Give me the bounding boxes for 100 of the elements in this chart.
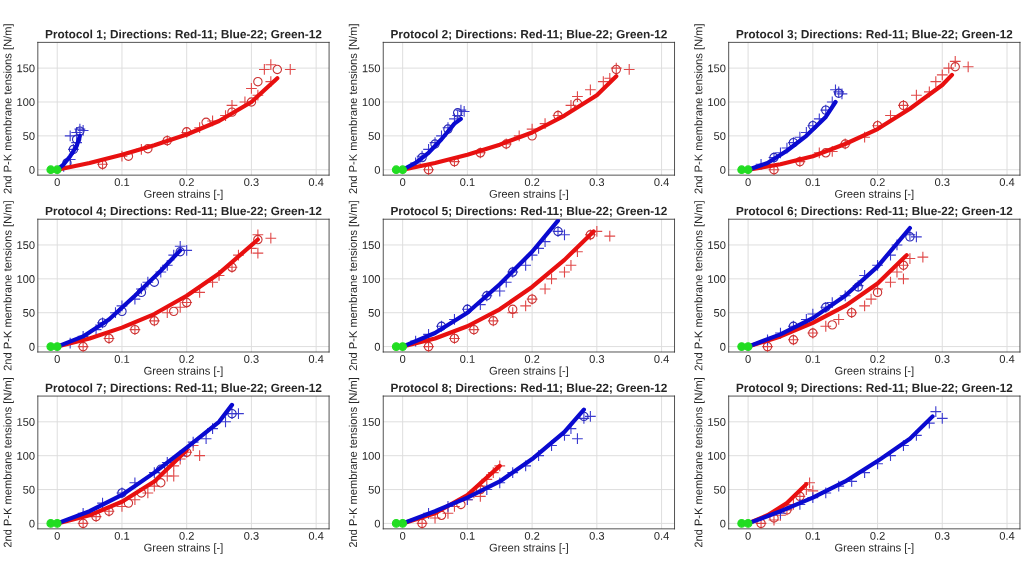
y-tick-label: 100 [708, 275, 726, 283]
y-tick-label: 100 [708, 451, 726, 460]
x-tick-label: 0 [745, 531, 751, 540]
x-tick-label: 0.4 [999, 531, 1015, 540]
y-tick-label: 0 [720, 519, 726, 528]
y-axis-title: 2nd P-K membrane tensions [N/m] [694, 201, 705, 371]
x-tick-label: 0.4 [308, 355, 324, 363]
x-tick-label: 0.3 [589, 355, 605, 363]
y-tick-label: 50 [23, 132, 35, 140]
x-tick-label: 0.1 [114, 178, 130, 187]
x-tick-label: 0.2 [870, 355, 885, 363]
y-tick-label: 50 [368, 132, 381, 140]
y-tick-label: 100 [362, 451, 381, 460]
x-axis-title: Green strains [-] [144, 366, 223, 377]
x-tick-label: 0 [400, 531, 406, 540]
y-tick-label: 0 [374, 166, 381, 174]
x-tick-label: 0.3 [935, 178, 950, 187]
x-tick-label: 0.1 [805, 355, 821, 363]
y-axis-title: 2nd P-K membrane tensions [N/m] [3, 378, 14, 548]
y-tick-label: 0 [720, 166, 726, 174]
x-axis-title: Green strains [-] [489, 543, 568, 554]
x-axis-title: Green strains [-] [835, 543, 914, 554]
y-tick-label: 150 [362, 241, 381, 250]
x-tick-label: 0.4 [654, 355, 669, 363]
y-tick-label: 100 [17, 451, 35, 460]
chart-title: Protocol 7; Directions: Red-11; Blue-22; Green-12 [45, 383, 322, 394]
x-tick-label: 0 [54, 355, 60, 363]
y-tick-label: 150 [708, 418, 726, 426]
x-tick-label: 0.4 [308, 531, 324, 540]
y-axis-title: 2nd P-K membrane tensions [N/m] [348, 24, 360, 194]
y-tick-label: 100 [362, 98, 381, 107]
x-tick-label: 0.1 [460, 355, 475, 363]
x-tick-label: 0.4 [654, 178, 669, 187]
x-axis-title: Green strains [-] [835, 189, 914, 201]
x-tick-label: 0.1 [460, 531, 475, 540]
y-tick-label: 100 [708, 98, 726, 107]
chart-title: Protocol 6; Directions: Red-11; Blue-22; Green-12 [736, 206, 1013, 217]
x-tick-label: 0.3 [935, 355, 950, 363]
x-axis-title: Green strains [-] [489, 366, 568, 377]
chart-title: Protocol 5; Directions: Red-11; Blue-22; Green-12 [391, 206, 667, 217]
x-tick-label: 0.2 [179, 355, 194, 363]
chart-title: Protocol 9; Directions: Red-11; Blue-22; Green-12 [736, 383, 1013, 394]
y-tick-label: 0 [29, 342, 35, 351]
y-tick-label: 150 [17, 418, 35, 426]
x-tick-label: 0.2 [524, 531, 540, 540]
chart-title: Protocol 8; Directions: Red-11; Blue-22; Green-12 [391, 383, 667, 394]
y-axis-title: 2nd P-K membrane tensions [N/m] [3, 24, 14, 194]
x-tick-label: 0.2 [870, 531, 885, 540]
x-axis-title: Green strains [-] [489, 189, 568, 201]
y-tick-label: 50 [368, 308, 381, 317]
chart-title: Protocol 2; Directions: Red-11; Blue-22; Green-12 [391, 29, 667, 41]
y-tick-label: 100 [17, 98, 35, 107]
y-axis-title: 2nd P-K membrane tensions [N/m] [694, 24, 705, 194]
x-tick-label: 0.4 [308, 178, 324, 187]
x-tick-label: 0.2 [870, 178, 885, 187]
x-tick-label: 0.1 [114, 531, 130, 540]
x-tick-label: 0 [54, 178, 60, 187]
y-tick-label: 150 [708, 64, 726, 73]
y-tick-label: 50 [368, 485, 381, 494]
x-tick-label: 0.2 [524, 355, 540, 363]
y-axis-title: 2nd P-K membrane tensions [N/m] [3, 201, 14, 371]
y-tick-label: 150 [708, 241, 726, 250]
x-tick-label: 0.4 [999, 355, 1015, 363]
x-tick-label: 0.3 [244, 355, 259, 363]
y-tick-label: 0 [720, 342, 726, 351]
x-tick-label: 0.2 [179, 178, 194, 187]
y-tick-label: 0 [374, 519, 381, 528]
y-tick-label: 150 [17, 64, 35, 73]
x-tick-label: 0.4 [654, 531, 669, 540]
x-axis-title: Green strains [-] [144, 189, 223, 201]
y-axis-title: 2nd P-K membrane tensions [N/m] [348, 201, 360, 371]
y-tick-label: 50 [23, 308, 35, 317]
y-tick-label: 0 [29, 166, 35, 174]
y-tick-label: 50 [713, 132, 726, 140]
x-tick-label: 0 [745, 355, 751, 363]
y-axis-title: 2nd P-K membrane tensions [N/m] [694, 378, 705, 548]
x-tick-label: 0.1 [114, 355, 130, 363]
chart-title: Protocol 1; Directions: Red-11; Blue-22; Green-12 [45, 29, 322, 41]
x-tick-label: 0 [54, 531, 60, 540]
x-tick-label: 0.3 [244, 178, 259, 187]
y-tick-label: 50 [713, 308, 726, 317]
x-tick-label: 0.2 [524, 178, 540, 187]
x-axis-title: Green strains [-] [835, 366, 914, 377]
x-tick-label: 0.3 [935, 531, 950, 540]
x-tick-label: 0.2 [179, 531, 194, 540]
y-tick-label: 0 [374, 342, 381, 351]
y-tick-label: 150 [362, 418, 381, 426]
y-tick-label: 50 [713, 485, 726, 494]
x-tick-label: 0.3 [589, 178, 605, 187]
x-tick-label: 0.1 [805, 178, 821, 187]
x-tick-label: 0.3 [244, 531, 259, 540]
y-tick-label: 150 [17, 241, 35, 250]
y-tick-label: 50 [23, 485, 35, 494]
x-tick-label: 0.1 [805, 531, 821, 540]
chart-title: Protocol 4; Directions: Red-11; Blue-22; Green-12 [45, 206, 322, 217]
y-tick-label: 100 [17, 275, 35, 283]
x-tick-label: 0 [400, 355, 406, 363]
y-tick-label: 150 [362, 64, 381, 73]
y-tick-label: 0 [29, 519, 35, 528]
x-axis-title: Green strains [-] [144, 543, 223, 554]
